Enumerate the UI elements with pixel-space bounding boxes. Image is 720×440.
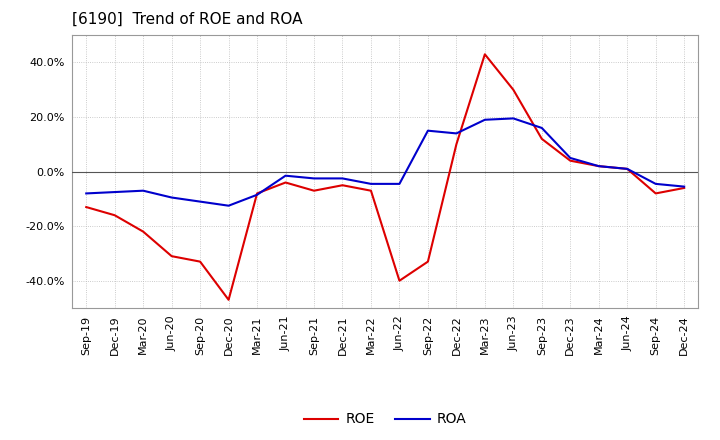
ROE [509, 87, 518, 92]
ROA [509, 116, 518, 121]
Line: ROE: ROE [86, 54, 684, 300]
ROA [110, 189, 119, 194]
ROA [623, 166, 631, 172]
ROA [282, 173, 290, 178]
ROE [395, 278, 404, 283]
ROE [196, 259, 204, 264]
Legend: ROE, ROA: ROE, ROA [298, 407, 472, 432]
ROE [310, 188, 318, 193]
ROA [395, 181, 404, 187]
ROA [652, 181, 660, 187]
ROE [253, 191, 261, 196]
ROA [225, 203, 233, 209]
ROA [537, 125, 546, 131]
ROE [423, 259, 432, 264]
ROA [480, 117, 489, 122]
ROE [680, 185, 688, 191]
ROA [680, 184, 688, 189]
ROA [338, 176, 347, 181]
ROE [480, 51, 489, 57]
ROE [366, 188, 375, 193]
ROA [82, 191, 91, 196]
ROA [310, 176, 318, 181]
Text: [6190]  Trend of ROE and ROA: [6190] Trend of ROE and ROA [72, 12, 302, 27]
ROE [566, 158, 575, 163]
ROE [139, 229, 148, 234]
ROE [82, 205, 91, 210]
ROE [225, 297, 233, 302]
ROA [253, 192, 261, 198]
ROE [595, 164, 603, 169]
ROE [338, 183, 347, 188]
ROE [167, 253, 176, 259]
Line: ROA: ROA [86, 118, 684, 206]
ROA [595, 164, 603, 169]
ROE [282, 180, 290, 185]
ROE [537, 136, 546, 142]
ROA [167, 195, 176, 200]
ROA [452, 131, 461, 136]
ROE [652, 191, 660, 196]
ROE [452, 142, 461, 147]
ROE [623, 166, 631, 172]
ROE [110, 213, 119, 218]
ROA [423, 128, 432, 133]
ROA [566, 155, 575, 161]
ROA [366, 181, 375, 187]
ROA [139, 188, 148, 193]
ROA [196, 199, 204, 204]
